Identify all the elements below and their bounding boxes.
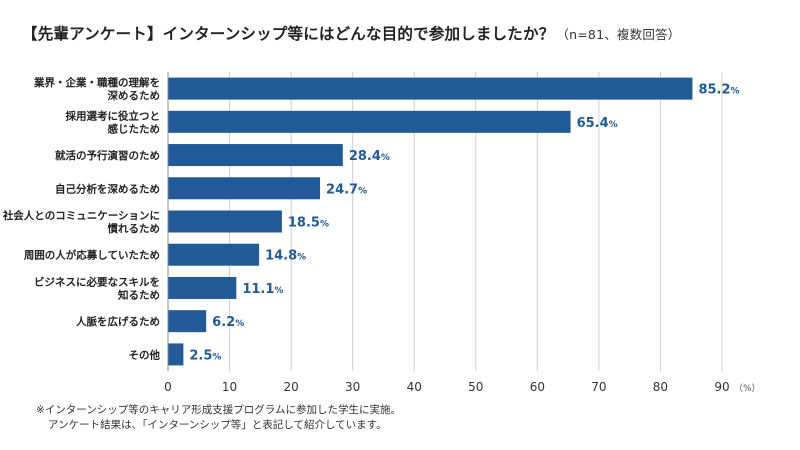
x-unit-label: （%） — [734, 383, 761, 394]
category-label-6: 周囲の人が応募していたため — [24, 249, 160, 262]
category-label-line: 就活の予行演習のため — [55, 149, 160, 162]
bar-5 — [168, 210, 282, 233]
x-tick-label-0: 0 — [164, 380, 172, 394]
category-label-line: 感じたため — [108, 122, 161, 135]
category-label-line: ビジネスに必要なスキルを — [34, 275, 160, 288]
category-label-8: 人脈を広げるため — [76, 315, 160, 328]
bar-3 — [168, 144, 343, 167]
value-label-5: 18.5% — [288, 216, 329, 231]
bar-7 — [168, 276, 237, 299]
category-label-line: 慣れるため — [107, 222, 161, 235]
x-tick-label-20: 20 — [283, 380, 298, 394]
category-label-line: 周囲の人が応募していたため — [24, 249, 160, 262]
x-tick-label-50: 50 — [468, 380, 483, 394]
category-label-1: 業界・企業・職種の理解を深めるため — [33, 76, 160, 102]
bar-9 — [168, 343, 184, 366]
category-label-3: 就活の予行演習のため — [55, 149, 160, 162]
bar-1 — [168, 77, 693, 100]
category-label-line: 人脈を広げるため — [76, 315, 160, 328]
category-label-7: ビジネスに必要なスキルを知るため — [34, 275, 160, 301]
value-label-9: 2.5% — [189, 348, 221, 363]
x-tick-label-30: 30 — [345, 380, 360, 394]
category-label-line: 自己分析を深めるため — [55, 182, 160, 195]
value-label-7: 11.1% — [242, 282, 283, 297]
category-label-line: 採用選考に役立つと — [66, 109, 161, 122]
x-tick-label-80: 80 — [653, 380, 668, 394]
x-tick-label-10: 10 — [222, 380, 237, 394]
category-label-line: 業界・企業・職種の理解を — [33, 76, 160, 89]
value-label-3: 28.4% — [349, 149, 390, 164]
chart-title-block: 【先輩アンケート】インターンシップ等にはどんな目的で参加しましたか？ （n=81、… — [22, 22, 680, 44]
x-tick-label-70: 70 — [591, 380, 606, 394]
category-label-line: 知るため — [118, 288, 160, 301]
chart-title: 【先輩アンケート】インターンシップ等にはどんな目的で参加しましたか？ — [22, 25, 555, 43]
category-label-2: 採用選考に役立つと感じたため — [66, 109, 161, 135]
value-label-8: 6.2% — [212, 315, 244, 330]
footnote: ※インターンシップ等のキャリア形成支援プログラムに参加した学生に実施。 アンケー… — [36, 403, 401, 433]
category-label-5: 社会人とのコミュニケーションに慣れるため — [2, 209, 160, 235]
bar-6 — [168, 243, 260, 266]
x-tick-label-40: 40 — [407, 380, 422, 394]
footnote-line-1: ※インターンシップ等のキャリア形成支援プログラムに参加した学生に実施。 — [36, 404, 401, 416]
bar-8 — [168, 310, 207, 333]
x-tick-label-60: 60 — [530, 380, 545, 394]
category-label-line: その他 — [129, 348, 161, 361]
category-label-line: 深めるため — [108, 89, 161, 102]
category-label-line: 社会人とのコミュニケーションに — [2, 209, 160, 222]
footnote-line-2: アンケート結果は、「インターンシップ等」と表記して紹介しています。 — [48, 419, 387, 431]
bar-4 — [168, 177, 321, 200]
value-label-1: 85.2% — [698, 83, 739, 98]
value-label-2: 65.4% — [577, 116, 618, 131]
value-label-4: 24.7% — [326, 182, 367, 197]
bar-2 — [168, 110, 571, 133]
category-label-9: その他 — [129, 348, 161, 361]
chart-subtitle: （n=81、複数回答） — [556, 27, 681, 42]
x-tick-label-90: 90 — [714, 380, 729, 394]
category-label-4: 自己分析を深めるため — [55, 182, 160, 195]
value-label-6: 14.8% — [265, 249, 306, 264]
